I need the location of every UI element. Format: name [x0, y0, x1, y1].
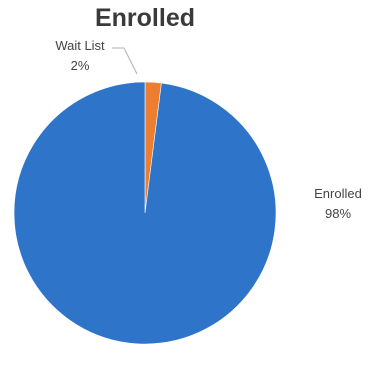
data-label-value-wait-list: 2% [71, 58, 90, 73]
pie-slice-enrolled [13, 81, 277, 345]
data-label-name-wait-list: Wait List [55, 38, 105, 53]
leader-line-wait-list [112, 47, 138, 75]
data-label-name-enrolled: Enrolled [314, 186, 362, 201]
chart-title: Enrolled [94, 4, 195, 32]
data-label-value-enrolled: 98% [325, 206, 351, 221]
